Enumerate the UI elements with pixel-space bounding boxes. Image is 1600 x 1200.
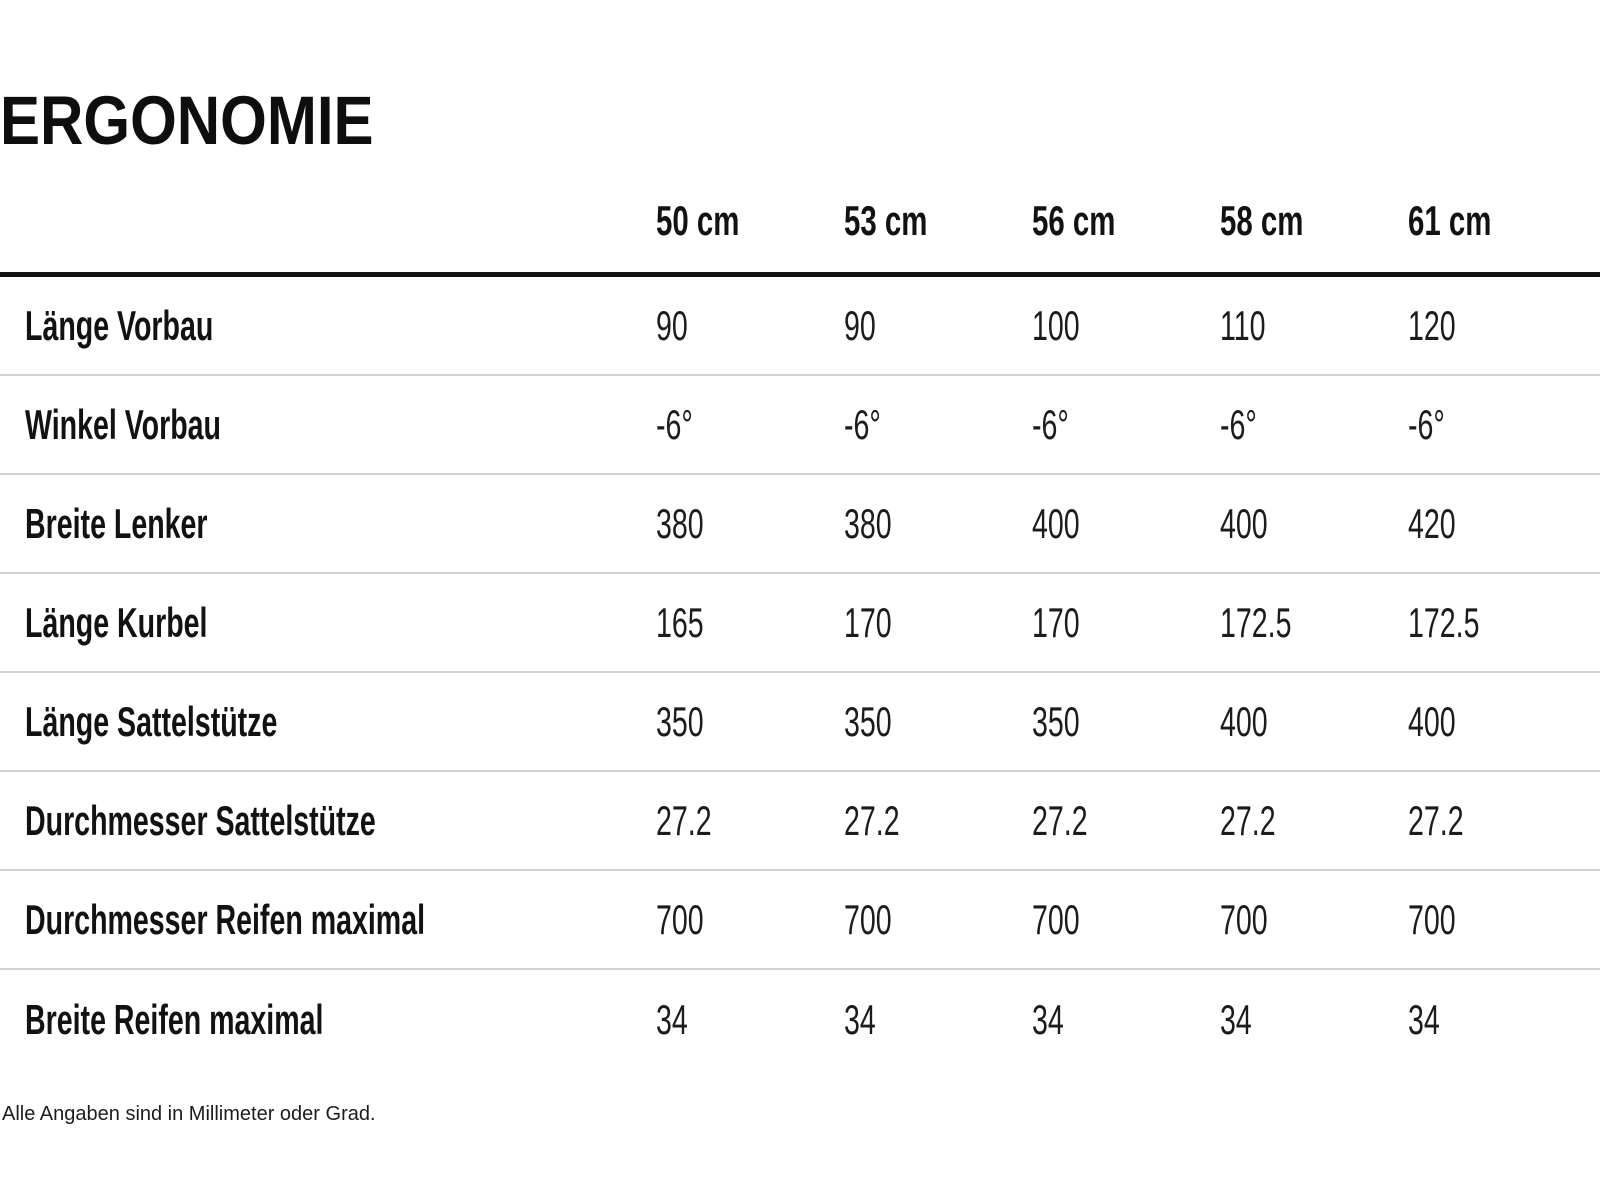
cell-value: 100: [1032, 301, 1080, 349]
row-label: Länge Vorbau: [25, 301, 214, 349]
cell-value: 380: [656, 499, 704, 547]
cell-value: 34: [656, 995, 688, 1043]
table-row: Länge Kurbel 165 170 170 172.5 172.5: [0, 574, 1600, 673]
cell-value: 350: [844, 697, 892, 745]
column-header-50cm: 50 cm: [656, 197, 740, 244]
column-header-61cm: 61 cm: [1408, 197, 1492, 244]
table-row: Breite Lenker 380 380 400 400 420: [0, 475, 1600, 574]
cell-value: 700: [1408, 895, 1456, 943]
cell-value: 400: [1220, 499, 1268, 547]
cell-value: 27.2: [1032, 796, 1088, 844]
cell-value: 700: [1220, 895, 1268, 943]
cell-value: 700: [656, 895, 704, 943]
cell-value: 34: [1408, 995, 1440, 1043]
cell-value: 90: [656, 301, 688, 349]
cell-value: -6°: [844, 400, 881, 448]
cell-value: 165: [656, 598, 704, 646]
cell-value: -6°: [1032, 400, 1069, 448]
cell-value: 400: [1032, 499, 1080, 547]
header-spacer: [0, 242, 656, 272]
cell-value: 172.5: [1408, 598, 1480, 646]
cell-value: 380: [844, 499, 892, 547]
cell-value: 27.2: [1408, 796, 1464, 844]
cell-value: 110: [1220, 301, 1266, 349]
cell-value: 34: [1220, 995, 1252, 1043]
cell-value: 700: [1032, 895, 1080, 943]
table-row: Durchmesser Reifen maximal 700 700 700 7…: [0, 871, 1600, 970]
row-label: Länge Kurbel: [25, 598, 208, 646]
row-label: Winkel Vorbau: [25, 400, 221, 448]
header-row: 50 cm 53 cm 56 cm 58 cm 61 cm: [0, 0, 1600, 277]
cell-value: 27.2: [1220, 796, 1276, 844]
cell-value: 400: [1220, 697, 1268, 745]
row-label: Durchmesser Sattelstütze: [25, 796, 376, 844]
column-header-56cm: 56 cm: [1032, 197, 1116, 244]
column-header-58cm: 58 cm: [1220, 197, 1304, 244]
cell-value: -6°: [656, 400, 693, 448]
cell-value: 420: [1408, 499, 1456, 547]
cell-value: -6°: [1220, 400, 1257, 448]
cell-value: 34: [844, 995, 876, 1043]
table-row: Winkel Vorbau -6° -6° -6° -6° -6°: [0, 376, 1600, 475]
table-row: Länge Sattelstütze 350 350 350 400 400: [0, 673, 1600, 772]
cell-value: 34: [1032, 995, 1064, 1043]
table-row: Breite Reifen maximal 34 34 34 34 34: [0, 970, 1600, 1069]
row-label: Breite Lenker: [25, 499, 208, 547]
page-title: ERGONOMIE: [0, 82, 374, 160]
cell-value: 27.2: [656, 796, 712, 844]
cell-value: 172.5: [1220, 598, 1292, 646]
table-row: Länge Vorbau 90 90 100 110 120: [0, 277, 1600, 376]
cell-value: -6°: [1408, 400, 1445, 448]
cell-value: 700: [844, 895, 892, 943]
row-label: Durchmesser Reifen maximal: [25, 895, 426, 943]
cell-value: 27.2: [844, 796, 900, 844]
cell-value: 400: [1408, 697, 1456, 745]
cell-value: 120: [1408, 301, 1456, 349]
table-row: Durchmesser Sattelstütze 27.2 27.2 27.2 …: [0, 772, 1600, 871]
row-label: Breite Reifen maximal: [25, 995, 324, 1043]
cell-value: 350: [656, 697, 704, 745]
row-label: Länge Sattelstütze: [25, 697, 278, 745]
cell-value: 350: [1032, 697, 1080, 745]
cell-value: 90: [844, 301, 876, 349]
units-footnote: Alle Angaben sind in Millimeter oder Gra…: [2, 1103, 376, 1125]
column-header-53cm: 53 cm: [844, 197, 928, 244]
spec-table: 50 cm 53 cm 56 cm 58 cm 61 cm Länge Vorb…: [0, 0, 1600, 1069]
cell-value: 170: [1032, 598, 1080, 646]
cell-value: 170: [844, 598, 892, 646]
